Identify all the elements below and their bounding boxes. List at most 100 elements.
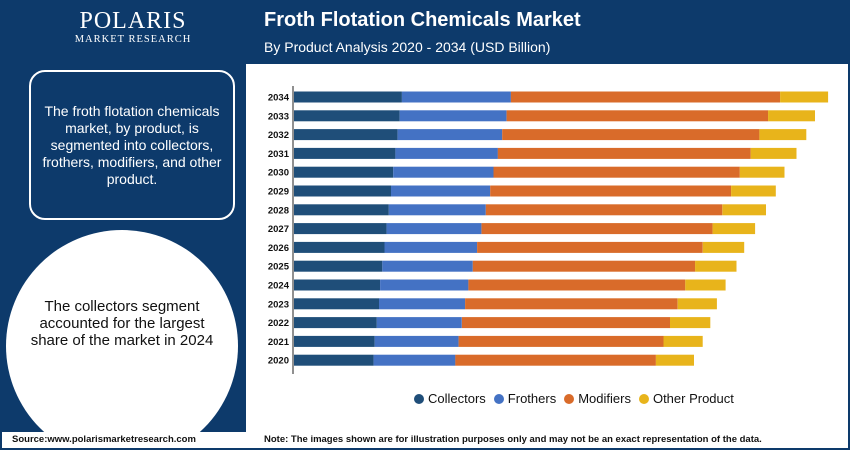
bar-segment-collectors	[294, 223, 387, 235]
bar-segment-collectors	[294, 129, 398, 141]
bar-segment-modifiers	[497, 147, 751, 159]
y-tick-label: 2027	[268, 224, 289, 235]
bar-segment-collectors	[294, 298, 379, 310]
highlight-text: The collectors segment accounted for the…	[30, 297, 214, 349]
bar-segment-modifiers	[506, 110, 769, 122]
bar-segment-modifiers	[490, 185, 732, 197]
legend-swatch	[493, 394, 504, 404]
bar-segment-modifiers	[461, 317, 671, 329]
bar-segment-other-product	[702, 241, 745, 253]
y-tick-label: 2031	[268, 149, 290, 160]
bar-segment-other-product	[695, 260, 737, 272]
y-tick-label: 2029	[268, 187, 289, 198]
y-tick-label: 2033	[268, 111, 289, 122]
segmentation-info-box: The froth flotation chemicals market, by…	[29, 70, 235, 220]
legend-label: Frothers	[507, 391, 557, 406]
legend-item: Collectors	[414, 391, 486, 407]
legend-label: Collectors	[428, 391, 486, 406]
bar-segment-other-product	[731, 185, 776, 197]
brand-logo: POLARIS MARKET RESEARCH	[68, 8, 198, 46]
legend-label: Modifiers	[578, 391, 631, 406]
bar-segment-other-product	[780, 91, 829, 103]
bar-segment-modifiers	[477, 241, 703, 253]
bar-segment-frothers	[393, 166, 494, 178]
bar-segment-frothers	[397, 129, 503, 141]
bar-segment-collectors	[294, 317, 377, 329]
bar-segment-frothers	[388, 204, 486, 216]
chart-legend: Collectors Frothers Modifiers Other Product	[414, 391, 742, 407]
y-tick-label: 2023	[268, 299, 289, 310]
bar-segment-other-product	[663, 335, 703, 347]
bar-segment-collectors	[294, 185, 391, 197]
bar-segment-other-product	[759, 129, 807, 141]
y-tick-label: 2028	[268, 205, 289, 216]
bar-segment-other-product	[655, 354, 694, 366]
logo-name: POLARIS	[79, 8, 187, 34]
bar-segment-collectors	[294, 241, 385, 253]
bar-segment-other-product	[722, 204, 766, 216]
bar-segment-other-product	[739, 166, 785, 178]
legend-item: Modifiers	[564, 391, 631, 407]
y-tick-label: 2034	[268, 93, 290, 104]
legend-item: Frothers	[493, 391, 557, 407]
bar-segment-modifiers	[455, 354, 656, 366]
bar-segment-frothers	[374, 335, 459, 347]
y-tick-label: 2020	[268, 356, 289, 367]
bar-segment-collectors	[294, 147, 396, 159]
segmentation-info-text: The froth flotation chemicals market, by…	[42, 102, 222, 187]
bar-segment-modifiers	[465, 298, 678, 310]
legend-swatch	[638, 394, 649, 404]
bar-segment-collectors	[294, 260, 383, 272]
bar-segment-modifiers	[485, 204, 723, 216]
bar-segment-frothers	[384, 241, 478, 253]
bar-segment-modifiers	[472, 260, 696, 272]
bar-segment-collectors	[294, 166, 394, 178]
y-tick-label: 2025	[268, 262, 290, 273]
bar-segment-other-product	[712, 223, 756, 235]
legend-item: Other Product	[638, 391, 734, 407]
bar-segment-frothers	[373, 354, 456, 366]
bar-segment-modifiers	[481, 223, 713, 235]
bar-segment-collectors	[294, 204, 389, 216]
bar-segment-frothers	[386, 223, 482, 235]
bar-segment-frothers	[376, 317, 462, 329]
bar-segment-frothers	[401, 91, 511, 103]
bar-segment-other-product	[677, 298, 717, 310]
bar-segment-modifiers	[510, 91, 781, 103]
bar-segment-collectors	[294, 91, 402, 103]
bar-segment-modifiers	[458, 335, 664, 347]
y-tick-label: 2032	[268, 130, 289, 141]
bar-segment-frothers	[391, 185, 491, 197]
bar-segment-collectors	[294, 110, 400, 122]
bar-segment-modifiers	[468, 279, 686, 291]
legend-swatch	[414, 394, 424, 404]
bar-segment-frothers	[395, 147, 498, 159]
bar-segment-other-product	[685, 279, 726, 291]
highlight-circle: The collectors segment accounted for the…	[6, 230, 238, 448]
bar-segment-other-product	[670, 317, 711, 329]
bar-segment-other-product	[768, 110, 815, 122]
bar-segment-collectors	[294, 335, 375, 347]
y-tick-label: 2024	[268, 281, 290, 292]
y-tick-label: 2026	[268, 243, 289, 254]
bar-segment-modifiers	[502, 129, 760, 141]
chart-title: Froth Flotation Chemicals Market	[264, 9, 581, 31]
legend-swatch	[564, 394, 575, 404]
y-tick-label: 2022	[268, 318, 289, 329]
chart-subtitle: By Product Analysis 2020 - 2034 (USD Bil…	[264, 39, 551, 55]
legend-label: Other Product	[652, 391, 734, 406]
bar-segment-frothers	[399, 110, 507, 122]
bar-segment-modifiers	[493, 166, 740, 178]
bar-segment-other-product	[750, 147, 797, 159]
bar-segment-frothers	[382, 260, 473, 272]
bar-segment-frothers	[380, 279, 469, 291]
bar-segment-frothers	[379, 298, 466, 310]
bar-segment-collectors	[294, 354, 374, 366]
y-tick-label: 2030	[268, 168, 289, 179]
bar-segment-collectors	[294, 279, 381, 291]
source-credit: Source:www.polarismarketresearch.com	[12, 434, 196, 445]
y-tick-label: 2021	[268, 337, 290, 348]
disclaimer-note: Note: The images shown are for illustrat…	[264, 434, 762, 445]
